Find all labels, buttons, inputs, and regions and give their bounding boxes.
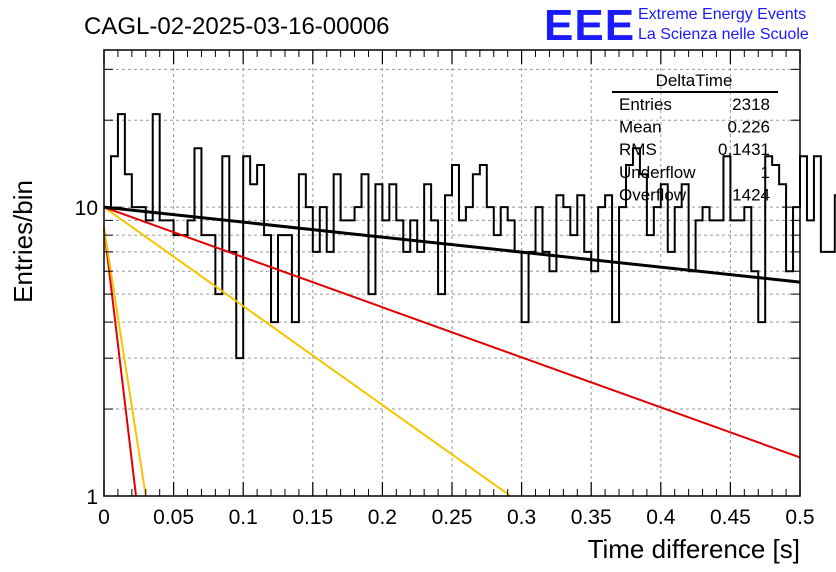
stats-title: DeltaTime	[656, 71, 733, 90]
fit-line-3	[103, 206, 512, 497]
x-tick-labels: 0 0.05 0.1 0.15 0.2 0.25 0.3 0.35 0.4 0.45 0.5	[98, 506, 814, 529]
fit-line-5	[103, 205, 801, 284]
fit-line-4	[103, 206, 801, 459]
stats-label-rms: RMS	[619, 140, 657, 159]
histogram	[104, 113, 836, 360]
x-tick-label: 0.2	[368, 506, 397, 529]
fit-lines	[103, 205, 801, 497]
x-tick-label: 0.4	[646, 506, 676, 529]
y-tick-labels: 1 10	[75, 197, 98, 509]
fit-line-2	[103, 227, 147, 497]
y-tick-label: 1	[86, 486, 98, 509]
eee-logo-line-1: Extreme Energy Events	[638, 6, 806, 23]
axis-ticks	[103, 50, 801, 496]
stats-value-rms: 0.1431	[718, 140, 770, 159]
x-tick-label: 0	[98, 506, 110, 529]
stats-value-entries: 2318	[732, 95, 770, 114]
x-tick-label: 0.45	[710, 506, 751, 529]
grid	[104, 50, 800, 496]
x-tick-label: 0.3	[507, 506, 536, 529]
histogram-outline	[104, 113, 836, 360]
eee-logo-line-2: La Scienza nelle Scuole	[638, 26, 809, 43]
chart-title: CAGL-02-2025-03-16-00006	[84, 13, 390, 40]
stats-value-mean: 0.226	[727, 118, 770, 137]
stats-label-entries: Entries	[619, 95, 672, 114]
stats-label-overflow: Overflow	[619, 185, 687, 204]
stats-label-underflow: Underflow	[619, 163, 696, 182]
eee-logo: EEE Extreme Energy Events La Scienza nel…	[544, 1, 809, 50]
stats-value-overflow: 1424	[732, 185, 770, 204]
x-tick-label: 0.35	[571, 506, 612, 529]
y-axis-title: Entries/bin	[8, 180, 38, 303]
x-tick-label: 0.05	[153, 506, 194, 529]
y-tick-label: 10	[75, 197, 98, 220]
x-axis-title: Time difference [s]	[588, 534, 800, 564]
x-tick-label: 0.25	[432, 506, 473, 529]
eee-logo-text: EEE	[544, 1, 635, 50]
stats-value-underflow: 1	[761, 163, 770, 182]
stats-label-mean: Mean	[619, 118, 662, 137]
fit-line-1	[103, 227, 138, 497]
x-tick-label: 0.15	[292, 506, 333, 529]
stats-box: DeltaTime Entries 2318 Mean 0.226 RMS 0.1431 U…	[612, 71, 778, 204]
x-tick-label: 0.1	[229, 506, 258, 529]
x-tick-label: 0.5	[785, 506, 814, 529]
